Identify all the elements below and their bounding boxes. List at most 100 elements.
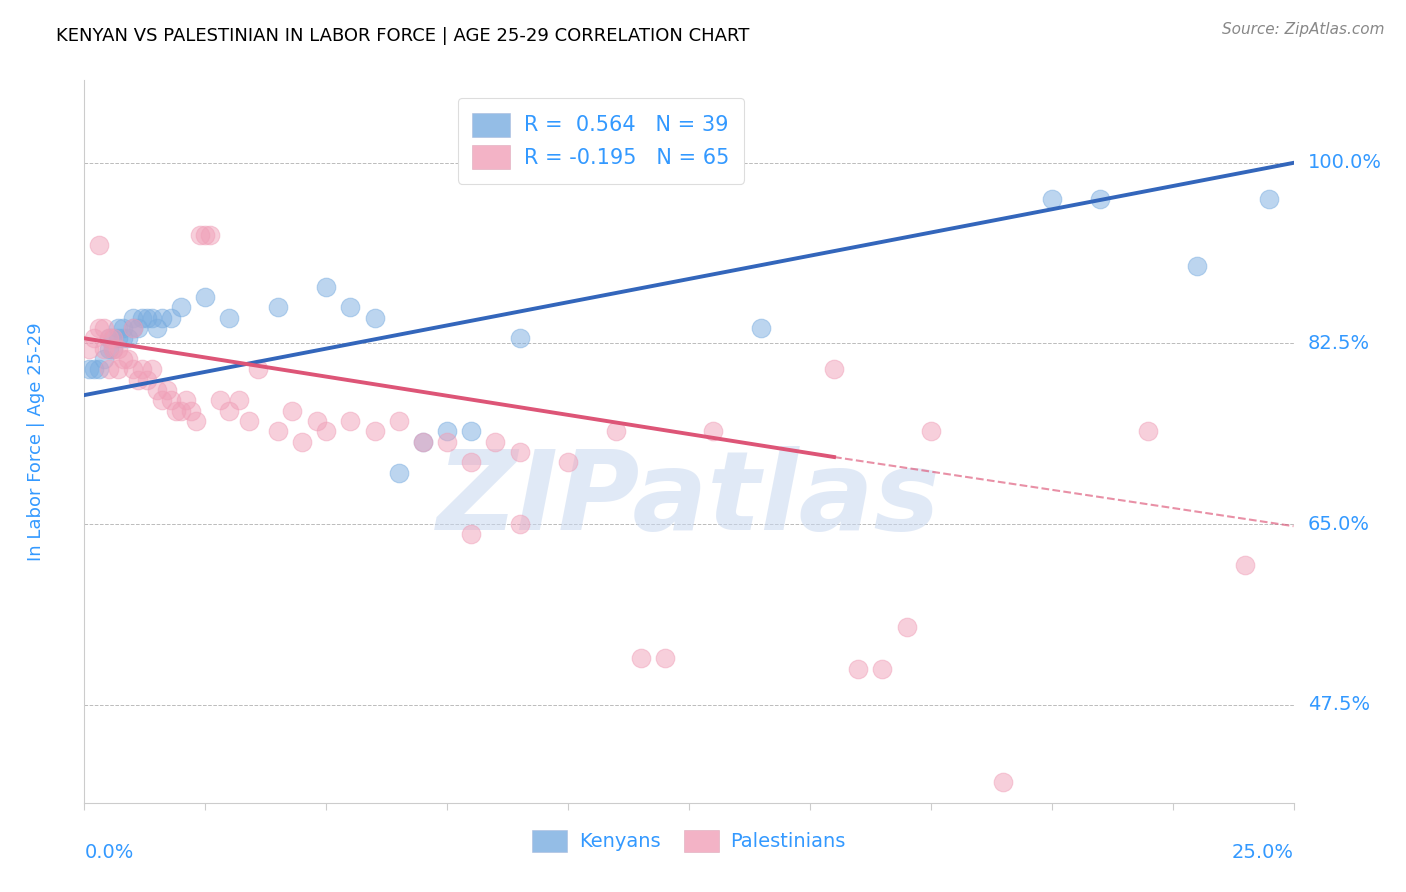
Point [117,351,139,366]
Point [267,301,290,315]
Point [93,342,115,356]
Point [155,383,177,397]
Point [121,321,143,335]
Point [412,434,434,449]
Point [654,651,676,665]
Text: 65.0%: 65.0% [1308,515,1369,533]
Point [363,424,385,438]
Point [436,434,458,449]
Point [388,466,411,480]
Point [993,775,1015,789]
Text: 25.0%: 25.0% [1232,843,1294,862]
Point [121,310,143,325]
Text: In Labor Force | Age 25-29: In Labor Force | Age 25-29 [27,322,45,561]
Point [315,279,337,293]
Point [93,351,115,366]
Point [605,424,627,438]
Point [103,342,125,356]
Text: 82.5%: 82.5% [1308,334,1371,353]
Point [630,651,652,665]
Point [97,362,120,376]
Point [107,342,129,356]
Point [1040,192,1063,206]
Text: 47.5%: 47.5% [1308,695,1371,714]
Point [117,331,139,345]
Point [160,310,183,325]
Point [823,362,845,376]
Point [103,331,125,345]
Point [920,424,942,438]
Point [131,362,153,376]
Point [896,620,918,634]
Point [112,331,135,345]
Point [87,238,110,252]
Point [436,424,458,438]
Point [136,373,159,387]
Point [160,393,183,408]
Point [509,517,531,532]
Point [388,414,411,428]
Point [103,331,125,345]
Point [363,310,385,325]
Point [121,362,143,376]
Point [751,321,773,335]
Point [484,434,506,449]
Point [107,321,129,335]
Point [228,393,250,408]
Point [218,310,240,325]
Point [141,362,163,376]
Point [198,228,221,243]
Point [339,414,361,428]
Text: 0.0%: 0.0% [84,843,134,862]
Point [165,403,187,417]
Point [87,321,110,335]
Legend: Kenyans, Palestinians: Kenyans, Palestinians [523,820,855,862]
Point [291,434,314,449]
Point [194,228,217,243]
Point [107,362,129,376]
Point [150,393,173,408]
Point [208,393,231,408]
Point [77,362,100,376]
Point [87,362,110,376]
Point [1234,558,1257,573]
Point [127,321,149,335]
Point [103,342,125,356]
Point [77,342,100,356]
Point [150,310,173,325]
Point [194,290,217,304]
Point [180,403,202,417]
Point [136,310,159,325]
Point [127,373,149,387]
Point [281,403,304,417]
Point [146,383,169,397]
Point [460,527,482,541]
Text: KENYAN VS PALESTINIAN IN LABOR FORCE | AGE 25-29 CORRELATION CHART: KENYAN VS PALESTINIAN IN LABOR FORCE | A… [56,27,749,45]
Point [247,362,270,376]
Point [121,321,143,335]
Point [305,414,328,428]
Point [460,424,482,438]
Point [218,403,240,417]
Point [238,414,260,428]
Point [1088,192,1111,206]
Point [702,424,724,438]
Point [460,455,482,469]
Point [315,424,337,438]
Point [112,351,135,366]
Point [97,331,120,345]
Point [412,434,434,449]
Point [141,310,163,325]
Point [846,662,869,676]
Point [872,662,894,676]
Point [267,424,290,438]
Point [1137,424,1160,438]
Point [83,362,105,376]
Point [97,331,120,345]
Point [174,393,197,408]
Point [170,301,193,315]
Point [170,403,193,417]
Point [557,455,579,469]
Point [509,445,531,459]
Point [83,331,105,345]
